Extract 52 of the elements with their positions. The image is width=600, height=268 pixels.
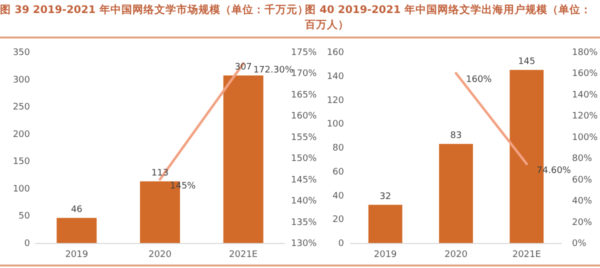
bar — [56, 218, 97, 243]
bar — [439, 144, 473, 243]
y2-tick-label: 80% — [572, 154, 592, 164]
y2-tick-label: 170% — [291, 69, 318, 80]
y2-tick-label: 135% — [291, 218, 318, 228]
y2-tick-label: 165% — [291, 90, 318, 100]
y2-tick-label: 145% — [291, 175, 318, 186]
y-tick-label: 0 — [24, 239, 30, 249]
y-tick-label: 120 — [326, 96, 344, 106]
data-label: 160% — [466, 75, 492, 86]
y-tick-label: 80 — [332, 144, 344, 154]
bar — [368, 204, 402, 243]
y-tick-label: 40 — [332, 191, 344, 202]
y2-tick-label: 60% — [572, 175, 592, 186]
data-label: 83 — [450, 130, 462, 141]
y2-tick-label: 20% — [572, 218, 592, 228]
y2-tick-label: 180% — [572, 48, 598, 58]
y2-tick-label: 140% — [572, 90, 598, 100]
x-tick-label: 2019 — [374, 250, 398, 260]
y-tick-label: 200 — [12, 130, 30, 140]
y-tick-label: 350 — [12, 48, 30, 58]
y2-tick-label: 40% — [572, 196, 592, 207]
y-tick-label: 20 — [332, 215, 344, 226]
y2-tick-label: 140% — [291, 196, 318, 207]
y2-tick-label: 150% — [291, 154, 318, 164]
y2-tick-label: 130% — [291, 239, 318, 249]
y-tick-label: 150 — [12, 157, 30, 168]
y-tick-label: 140 — [326, 72, 344, 82]
y2-tick-label: 155% — [291, 132, 318, 143]
y-tick-label: 250 — [12, 102, 30, 113]
y-tick-label: 160 — [326, 48, 344, 58]
y-tick-label: 100 — [326, 120, 344, 130]
data-label: 145 — [518, 56, 536, 67]
y2-tick-label: 0% — [572, 239, 587, 249]
y2-tick-label: 160% — [572, 69, 598, 80]
y-tick-label: 300 — [12, 75, 30, 86]
bar — [223, 75, 264, 243]
y-tick-label: 60 — [332, 167, 344, 178]
x-tick-label: 2021E — [229, 250, 258, 260]
y-tick-label: 50 — [18, 212, 30, 222]
y2-tick-label: 120% — [572, 112, 598, 122]
y-tick-label: 100 — [12, 184, 30, 194]
data-label: 46 — [70, 204, 83, 215]
x-tick-label: 2021E — [512, 250, 542, 260]
y2-tick-label: 175% — [291, 48, 318, 58]
x-tick-label: 2020 — [148, 250, 172, 260]
y2-tick-label: 100% — [572, 132, 598, 143]
x-tick-label: 2019 — [65, 250, 88, 260]
x-tick-label: 2020 — [444, 250, 468, 260]
data-label: 32 — [380, 192, 392, 202]
y2-tick-label: 160% — [291, 112, 318, 122]
y-tick-label: 0 — [338, 239, 344, 249]
